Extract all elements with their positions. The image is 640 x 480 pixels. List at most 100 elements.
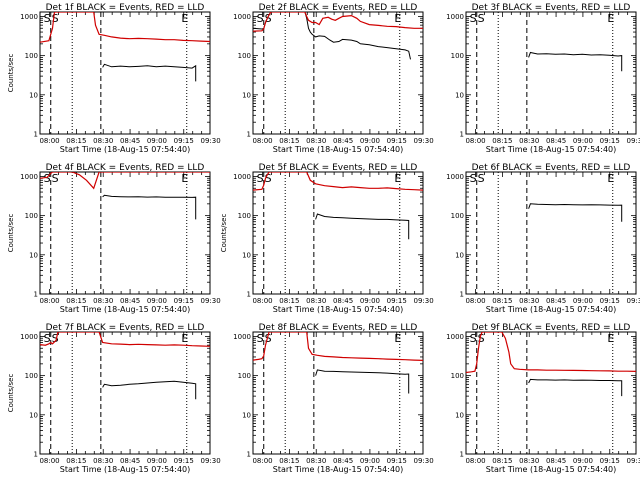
s-marker-label: S xyxy=(44,172,51,185)
series-events-line xyxy=(315,369,410,394)
s-marker-label: S xyxy=(52,332,59,345)
x-tick-label: 08:00 xyxy=(39,457,59,465)
s-marker-label: S xyxy=(257,172,264,185)
series-group xyxy=(253,332,423,394)
s-marker-label: S xyxy=(52,12,59,25)
series-lld-line xyxy=(253,172,423,191)
e-marker-label: E xyxy=(607,172,614,185)
x-tick-label: 08:15 xyxy=(279,297,299,305)
x-tick-label: 08:30 xyxy=(306,457,326,465)
x-tick-label: 08:45 xyxy=(546,297,566,305)
y-tick-label: 1000 xyxy=(20,173,38,181)
x-tick-label: 09:00 xyxy=(360,137,380,145)
x-tick-label: 09:00 xyxy=(360,297,380,305)
x-tick-label: 09:15 xyxy=(174,297,194,305)
series-lld-line xyxy=(253,12,423,32)
panel-title: Det 6f BLACK = Events, RED = LLD xyxy=(472,163,631,173)
series-group xyxy=(528,203,623,222)
plot-frame xyxy=(252,171,424,295)
x-tick-label: 09:30 xyxy=(627,457,640,465)
plot-frame xyxy=(465,331,637,455)
x-axis-label: Start Time (18-Aug-15 07:54:40) xyxy=(273,465,404,474)
panel-5: Det 5f BLACK = Events, RED = LLD 1 10 100 10… xyxy=(220,163,434,314)
plot-frame xyxy=(39,11,211,135)
x-axis-label: Start Time (18-Aug-15 07:54:40) xyxy=(486,465,617,474)
series-group xyxy=(253,12,423,60)
s-marker-label: S xyxy=(265,172,272,185)
y-tick-label: 1000 xyxy=(446,13,464,21)
x-tick-label: 08:15 xyxy=(492,297,512,305)
x-tick-label: 08:00 xyxy=(465,297,485,305)
x-tick-label: 08:15 xyxy=(492,457,512,465)
x-tick-label: 08:00 xyxy=(252,137,272,145)
y-axis-label: Counts/sec xyxy=(7,214,15,253)
series-group xyxy=(40,332,210,400)
x-axis-label: Start Time (18-Aug-15 07:54:40) xyxy=(273,305,404,314)
x-tick-label: 08:45 xyxy=(546,457,566,465)
series-group xyxy=(528,51,623,72)
e-marker-label: E xyxy=(394,12,401,25)
y-tick-label: 100 xyxy=(451,372,464,380)
y-tick-label: 1000 xyxy=(446,173,464,181)
y-tick-label: 100 xyxy=(451,52,464,60)
y-tick-label: 10 xyxy=(242,411,251,419)
x-axis-label: Start Time (18-Aug-15 07:54:40) xyxy=(60,305,191,314)
y-tick-label: 100 xyxy=(451,212,464,220)
x-tick-label: 08:30 xyxy=(93,457,113,465)
series-events-line xyxy=(315,213,410,240)
y-tick-label: 1000 xyxy=(233,173,251,181)
y-tick-label: 1000 xyxy=(20,333,38,341)
e-marker-label: E xyxy=(394,332,401,345)
x-tick-label: 09:15 xyxy=(387,297,407,305)
series-events-line xyxy=(102,380,197,400)
y-tick-label: 1 xyxy=(34,451,38,459)
x-tick-label: 09:30 xyxy=(201,297,221,305)
x-tick-label: 08:00 xyxy=(39,297,59,305)
x-tick-label: 09:00 xyxy=(147,297,167,305)
y-tick-label: 1 xyxy=(34,131,38,139)
x-tick-label: 08:15 xyxy=(279,137,299,145)
x-tick-label: 08:00 xyxy=(252,457,272,465)
y-axis-label: Counts/sec xyxy=(7,374,15,413)
s-marker-label: S xyxy=(470,332,477,345)
x-tick-label: 09:30 xyxy=(414,297,434,305)
e-marker-label: E xyxy=(181,332,188,345)
e-marker-label: E xyxy=(181,172,188,185)
x-axis-label: Start Time (18-Aug-15 07:54:40) xyxy=(486,145,617,154)
series-lld-line xyxy=(40,172,210,190)
x-tick-label: 08:30 xyxy=(306,297,326,305)
plot-frame xyxy=(465,171,637,295)
y-tick-label: 1000 xyxy=(446,333,464,341)
y-tick-label: 100 xyxy=(25,52,38,60)
x-axis-label: Start Time (18-Aug-15 07:54:40) xyxy=(60,465,191,474)
x-tick-label: 09:15 xyxy=(387,457,407,465)
y-axis-label: Counts/sec xyxy=(220,214,228,253)
y-tick-label: 10 xyxy=(455,411,464,419)
e-marker-label: E xyxy=(607,332,614,345)
x-tick-label: 08:30 xyxy=(306,137,326,145)
x-tick-label: 08:15 xyxy=(279,457,299,465)
panel-1: Det 1f BLACK = Events, RED = LLD 1 10 100 10… xyxy=(7,3,221,154)
x-tick-label: 08:15 xyxy=(66,297,86,305)
y-tick-label: 10 xyxy=(455,91,464,99)
x-axis-label: Start Time (18-Aug-15 07:54:40) xyxy=(273,145,404,154)
x-tick-label: 08:45 xyxy=(333,297,353,305)
y-tick-label: 100 xyxy=(238,212,251,220)
plot-frame xyxy=(465,11,637,135)
x-tick-label: 09:00 xyxy=(573,297,593,305)
x-tick-label: 08:45 xyxy=(120,457,140,465)
series-lld-line xyxy=(466,332,636,374)
x-tick-label: 09:15 xyxy=(600,137,620,145)
series-lld-line xyxy=(253,332,423,361)
e-marker-label: E xyxy=(181,12,188,25)
y-tick-label: 1000 xyxy=(233,13,251,21)
x-tick-label: 08:00 xyxy=(39,137,59,145)
x-tick-label: 09:00 xyxy=(573,137,593,145)
y-tick-label: 100 xyxy=(238,52,251,60)
s-marker-label: S xyxy=(257,332,264,345)
y-tick-label: 1 xyxy=(460,291,464,299)
y-axis-label: Counts/sec xyxy=(7,54,15,93)
panel-3: Det 3f BLACK = Events, RED = LLD 1 10 100 10… xyxy=(446,3,640,154)
panel-4: Det 4f BLACK = Events, RED = LLD 1 10 100 10… xyxy=(7,163,221,314)
